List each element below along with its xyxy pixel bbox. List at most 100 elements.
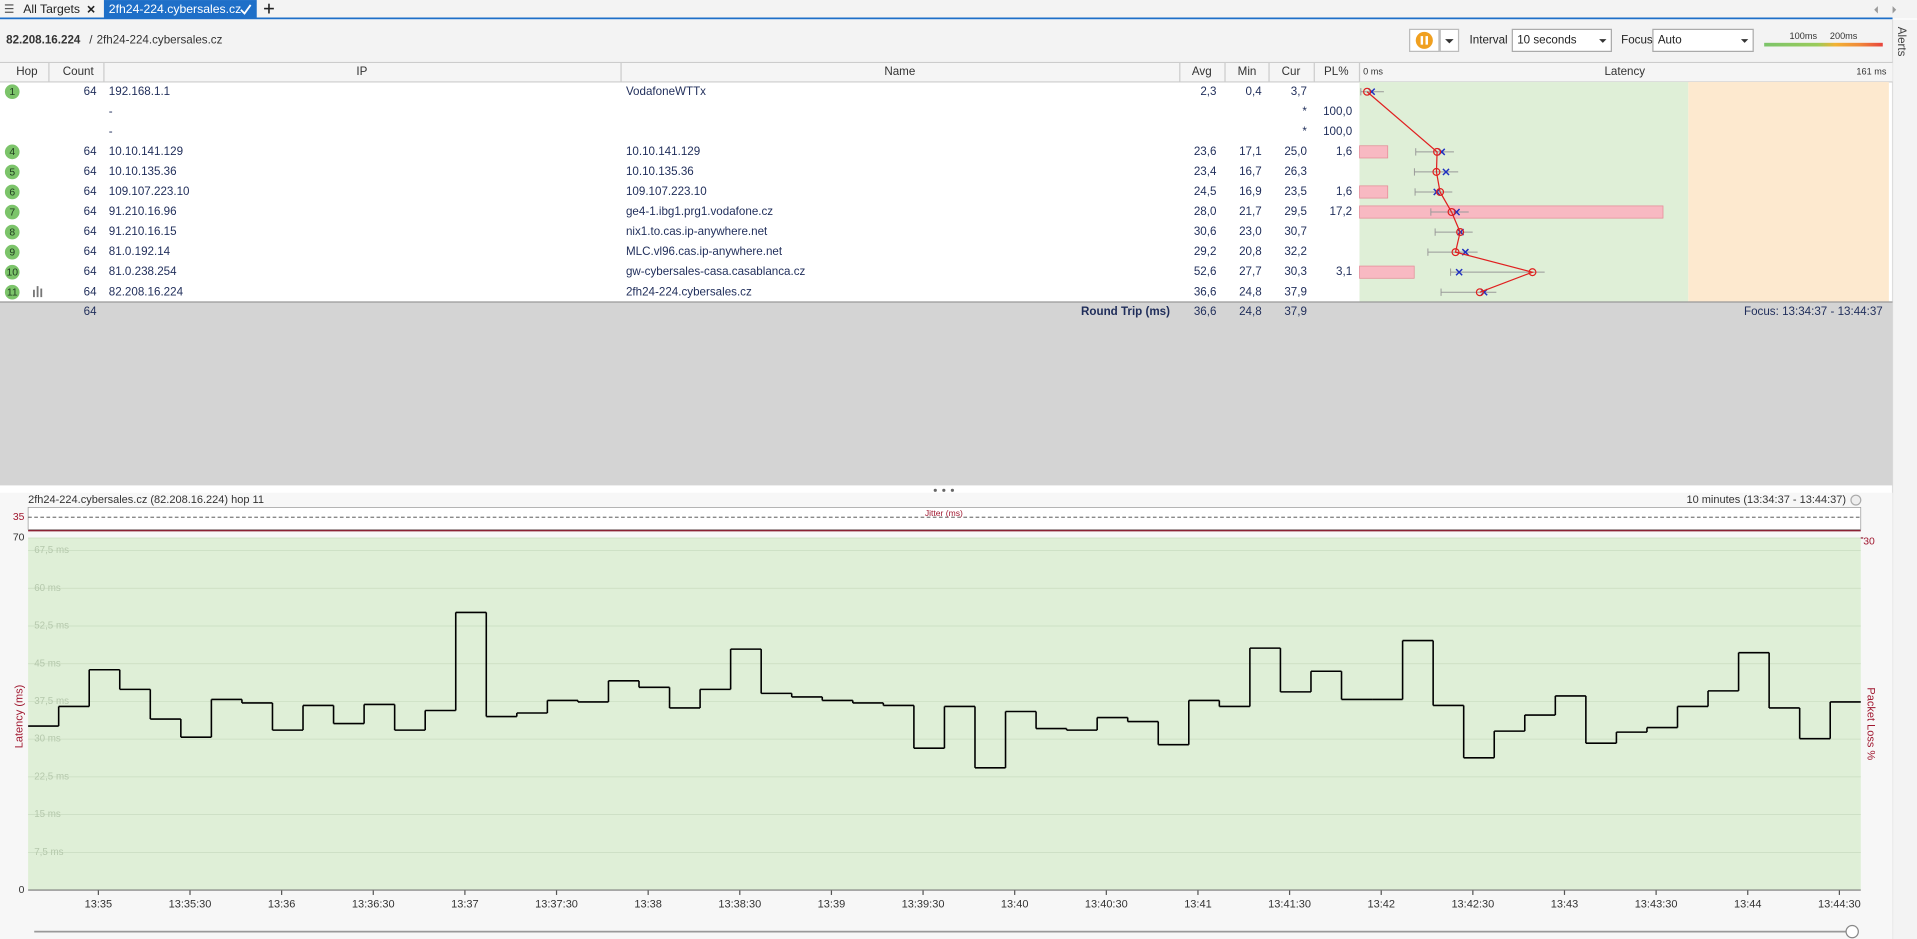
summary-cur: 37,9: [1284, 305, 1307, 318]
host-name: ge4-1.ibg1.prg1.vodafone.cz: [626, 205, 773, 218]
column-header: Name: [884, 65, 915, 78]
tab-check: [240, 4, 252, 15]
avg-marker: [1447, 207, 1456, 217]
ip: 91.210.16.15: [109, 225, 177, 238]
cur: 32,2: [1284, 245, 1307, 258]
splitter[interactable]: [933, 488, 954, 492]
ip: 81.0.192.14: [109, 245, 171, 258]
hop: 10: [6, 268, 18, 279]
column-header: Count: [63, 65, 95, 78]
hop: 7: [9, 207, 15, 218]
packet-loss-bar: [1359, 185, 1389, 199]
cur: 25,0: [1284, 145, 1307, 158]
latency-scale-min: 0 ms: [1363, 67, 1383, 77]
y-axis-title: Latency (ms): [13, 685, 25, 749]
min: 23,0: [1239, 225, 1262, 238]
avg: 30,6: [1194, 225, 1217, 238]
graph-title: 2fh24-224.cybersales.cz (82.208.16.224) …: [28, 494, 264, 506]
hop: 9: [9, 247, 15, 258]
avg-marker: [1451, 248, 1460, 257]
breadcrumb-ip[interactable]: 82.208.16.224: [6, 33, 81, 46]
summary-area: [0, 302, 1893, 486]
tab-all-targets[interactable]: All Targets: [23, 2, 80, 16]
graph-range: 10 minutes (13:34:37 - 13:44:37): [1686, 494, 1846, 506]
side-strip: [1892, 19, 1917, 939]
avg-marker: [1433, 147, 1442, 156]
tab-active[interactable]: [103, 0, 257, 19]
column-header: Cur: [1282, 65, 1301, 78]
cur: 30,3: [1284, 265, 1307, 278]
ip: 10.10.135.36: [109, 165, 177, 178]
avg-marker: [1528, 268, 1537, 277]
alerts-tab[interactable]: Alerts: [1895, 27, 1908, 57]
hop: 11: [7, 288, 18, 299]
min: 16,9: [1239, 185, 1262, 198]
ip: 10.10.141.129: [109, 145, 183, 158]
count: 64: [84, 165, 97, 178]
focus-label: Focus: [1621, 33, 1653, 46]
column-header: Avg: [1192, 65, 1212, 78]
x-tick-label: 13:37: [451, 899, 479, 911]
cur: *: [1302, 105, 1307, 118]
hop-badge: [4, 264, 20, 280]
min: 27,7: [1239, 265, 1262, 278]
pause-bar: [1420, 36, 1424, 45]
y-tick-label: 0: [19, 885, 25, 896]
tab-close[interactable]: [87, 5, 95, 13]
jitter-band: [27, 507, 1862, 530]
host-name: MLC.vl96.cas.ip-anywhere.net: [626, 245, 783, 258]
cur-stroke: [1442, 168, 1450, 176]
cur: 29,5: [1284, 205, 1307, 218]
scale-label: 200ms: [1830, 31, 1858, 41]
min: 17,1: [1239, 145, 1262, 158]
range-dropdown[interactable]: [1850, 494, 1862, 506]
y-tick-label: 15 ms: [34, 809, 61, 820]
cur: *: [1302, 125, 1307, 138]
new-tab[interactable]: [264, 3, 274, 14]
cur: 23,5: [1284, 185, 1307, 198]
ip: 81.0.238.254: [109, 265, 177, 278]
tab-scroll[interactable]: [1874, 6, 1897, 14]
ip: 82.208.16.224: [109, 285, 184, 298]
summary-min: 24,8: [1239, 305, 1262, 318]
breadcrumb-host: 2fh24-224.cybersales.cz: [97, 33, 223, 46]
y-tick-label: 22,5 ms: [34, 771, 69, 782]
tab-target[interactable]: 2fh24-224.cybersales.cz: [109, 2, 241, 16]
stats-icon[interactable]: [33, 286, 43, 298]
ip: 91.210.16.96: [109, 205, 177, 218]
y2-tick-label: 30: [1863, 536, 1875, 547]
min: 24,8: [1239, 285, 1262, 298]
avg-line: [1366, 91, 1535, 293]
count: 64: [84, 145, 97, 158]
focus-select[interactable]: [1652, 28, 1754, 52]
count: 64: [84, 225, 97, 238]
dropdown-arrow: [1445, 39, 1454, 44]
slider-handle[interactable]: [1845, 924, 1859, 939]
ip: -: [109, 105, 113, 118]
latency-scale-max: 161 ms: [1856, 67, 1886, 77]
x-tick-label: 13:44:30: [1818, 899, 1861, 911]
hop-badge: [4, 284, 20, 300]
hop: 5: [9, 167, 15, 178]
host-name: VodafoneWTTx: [626, 85, 706, 98]
x-tick-label: 13:35: [85, 899, 113, 911]
interval-select[interactable]: [1511, 28, 1612, 52]
y-tick-label: 37,5 ms: [34, 696, 69, 707]
menu-icon[interactable]: [4, 4, 14, 13]
hop-badge: [4, 224, 20, 240]
dropdown-arrow: [1740, 39, 1749, 43]
summary-label: Round Trip (ms): [1081, 305, 1170, 318]
scale-bar: [1764, 42, 1883, 47]
x-tick-label: 13:40: [1001, 899, 1029, 911]
avg-marker: [1456, 228, 1465, 237]
y-tick-label: 67,5 ms: [34, 545, 69, 556]
y2-axis-title: Packet Loss %: [1865, 687, 1877, 760]
host-name: 2fh24-224.cybersales.cz: [626, 285, 752, 298]
x-tick-label: 13:43: [1551, 899, 1579, 911]
x-tick-label: 13:35:30: [169, 899, 212, 911]
avg-marker: [1436, 187, 1445, 197]
y-tick-label: 60 ms: [34, 583, 61, 594]
scale-legend: 100ms 200ms: [1790, 31, 1858, 41]
hop: 4: [9, 147, 15, 158]
